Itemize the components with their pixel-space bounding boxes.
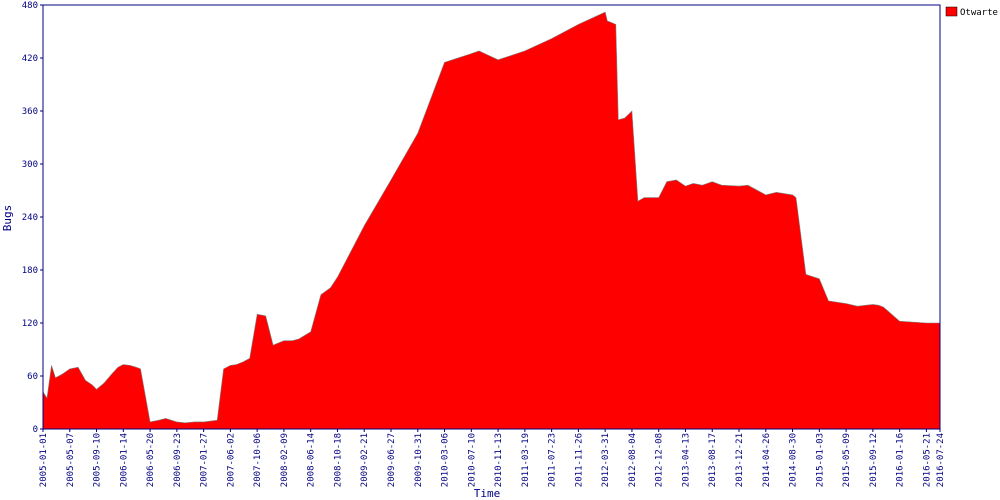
y-tick-label: 180 <box>22 266 38 276</box>
x-tick-label: 2016-05-21 <box>922 433 932 487</box>
series-area-otwarte <box>42 11 941 430</box>
y-axis-title: Bugs <box>1 205 14 232</box>
y-tick-label: 120 <box>22 319 38 329</box>
x-tick-label: 2015-09-12 <box>869 433 879 487</box>
x-tick-label: 2009-06-27 <box>387 433 397 487</box>
x-tick-label: 2013-08-17 <box>708 433 718 487</box>
x-tick-label: 2010-11-13 <box>494 433 504 487</box>
y-tick-label: 300 <box>22 160 38 170</box>
x-tick-label: 2010-03-06 <box>441 433 451 487</box>
x-tick-label: 2011-07-23 <box>548 433 558 487</box>
y-tick-label: 240 <box>22 213 38 223</box>
x-tick-label: 2007-06-02 <box>226 433 236 487</box>
x-tick-label: 2015-05-09 <box>842 433 852 487</box>
x-tick-label: 2014-08-30 <box>789 433 799 487</box>
x-tick-label: 2008-10-18 <box>334 433 344 487</box>
x-tick-label: 2012-08-04 <box>628 433 638 487</box>
x-tick-label: 2016-07-24 <box>936 433 946 487</box>
x-tick-label: 2006-09-23 <box>173 433 183 487</box>
x-axis: 2005-01-01 2005-05-07 2005-09-10 2006-01-14… <box>39 429 946 487</box>
legend-swatch-otwarte <box>945 6 958 17</box>
x-axis-title: Time <box>474 487 501 500</box>
x-tick-label: 2011-11-26 <box>574 433 584 487</box>
y-tick-label: 60 <box>27 372 38 382</box>
x-tick-label: 2013-12-21 <box>735 433 745 487</box>
y-tick-label: 480 <box>22 1 38 11</box>
x-tick-label: 2008-02-09 <box>280 433 290 487</box>
x-tick-label: 2006-05-20 <box>146 433 156 487</box>
x-tick-label: 2005-09-10 <box>93 433 103 487</box>
x-tick-label: 2007-01-27 <box>200 433 210 487</box>
x-tick-label: 2008-06-14 <box>307 433 317 487</box>
x-tick-label: 2006-01-14 <box>119 433 129 487</box>
x-tick-label: 2012-03-31 <box>601 433 611 487</box>
plot-area <box>42 11 941 430</box>
x-tick-label: 2012-12-08 <box>655 433 665 487</box>
legend-label-otwarte: Otwarte <box>960 8 998 18</box>
x-tick-label: 2015-01-03 <box>815 433 825 487</box>
x-tick-label: 2011-03-19 <box>521 433 531 487</box>
x-tick-label: 2010-07-10 <box>467 433 477 487</box>
y-axis: 0 60 120 180 240 300 360 420 480 <box>22 1 43 435</box>
x-tick-label: 2014-04-26 <box>762 433 772 487</box>
x-tick-label: 2009-10-31 <box>414 433 424 487</box>
y-tick-label: 0 <box>33 425 38 435</box>
x-tick-label: 2007-10-06 <box>253 433 263 487</box>
x-tick-label: 2005-01-01 <box>39 433 49 487</box>
y-tick-label: 360 <box>22 107 38 117</box>
x-tick-label: 2009-02-21 <box>360 433 370 487</box>
x-tick-label: 2013-04-13 <box>682 433 692 487</box>
x-tick-label: 2016-01-16 <box>896 433 906 487</box>
x-tick-label: 2005-05-07 <box>66 433 76 487</box>
y-tick-label: 420 <box>22 54 38 64</box>
